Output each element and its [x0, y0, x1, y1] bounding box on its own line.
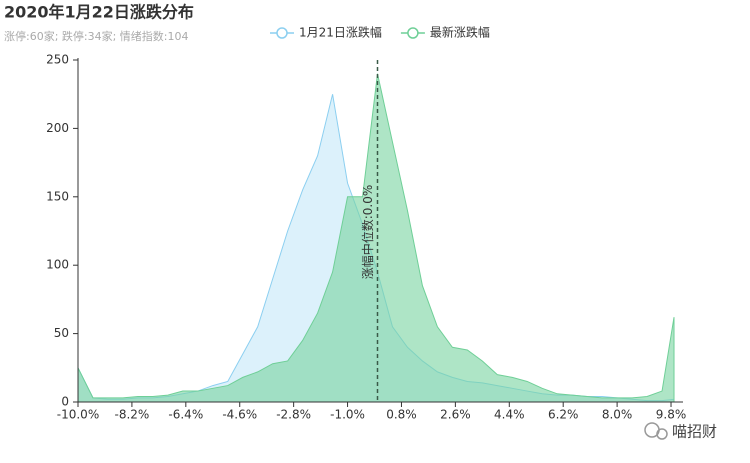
watermark: 喵招财 — [672, 423, 717, 441]
x-tick-label: 9.8% — [656, 408, 687, 422]
y-tick-label: 50 — [54, 326, 69, 340]
legend-item: 最新涨跌幅 — [400, 25, 490, 40]
legend-marker — [407, 27, 419, 39]
legend-item: 1月21日涨跌幅 — [270, 25, 382, 40]
legend-label: 最新涨跌幅 — [430, 25, 490, 40]
x-tick-label: 6.2% — [548, 408, 579, 422]
x-tick-label: -1.0% — [330, 408, 365, 422]
chart-subtitle: 涨停:60家; 跌停:34家; 情绪指数:104 — [4, 29, 189, 43]
y-tick-label: 200 — [46, 121, 69, 135]
legend-label: 1月21日涨跌幅 — [299, 25, 382, 40]
watermark-icon — [644, 422, 668, 440]
x-tick-label: -6.4% — [168, 408, 203, 422]
y-tick-label: 150 — [46, 189, 69, 203]
legend-marker — [276, 27, 288, 39]
x-tick-label: 4.4% — [494, 408, 525, 422]
chart-title: 2020年1月22日涨跌分布 — [4, 3, 194, 22]
x-tick-label: 0.8% — [386, 408, 417, 422]
x-tick-label: 2.6% — [440, 408, 471, 422]
x-tick-label: 8.0% — [602, 408, 633, 422]
x-tick-label: -2.8% — [276, 408, 311, 422]
x-tick-label: -10.0% — [57, 408, 99, 422]
y-tick-label: 100 — [46, 258, 69, 272]
y-tick-label: 250 — [46, 53, 69, 67]
median-label: 涨幅中位数:0.0% — [360, 185, 375, 280]
x-tick-label: -8.2% — [114, 408, 149, 422]
y-tick-label: 0 — [61, 395, 69, 409]
x-tick-label: -4.6% — [222, 408, 257, 422]
area — [77, 73, 675, 403]
